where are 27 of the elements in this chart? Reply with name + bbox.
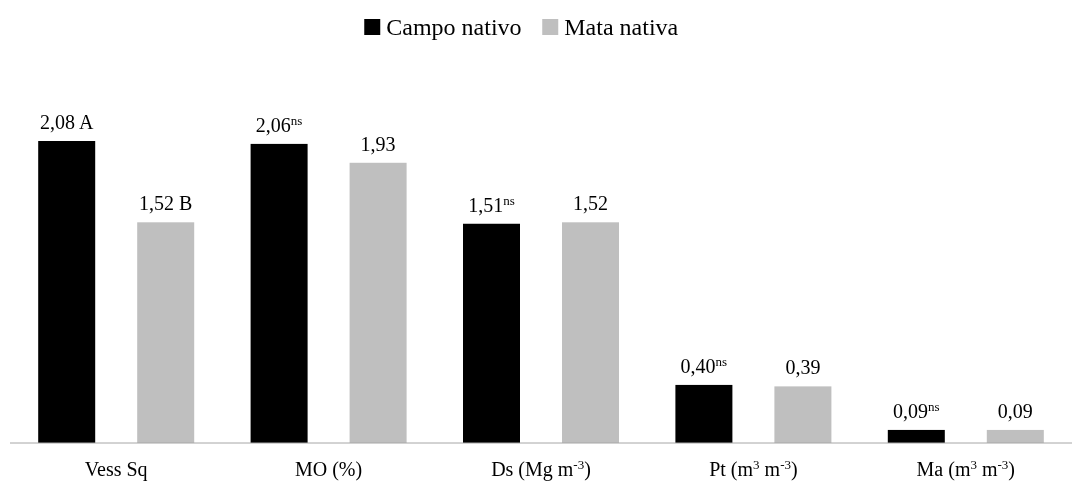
bar	[250, 143, 308, 443]
data-label: 2,08 A	[40, 111, 94, 133]
legend-label: Mata nativa	[564, 14, 679, 40]
x-tick-label: Pt (m$^{3}$ m$^{-3}$)	[709, 456, 798, 481]
bar	[137, 222, 195, 443]
bar	[675, 384, 733, 443]
x-tick-label: MO (%)	[294, 458, 363, 481]
bar	[38, 141, 96, 443]
bar	[986, 429, 1044, 443]
legend-label: Campo nativo	[386, 14, 522, 40]
data-label: 1,52 B	[139, 192, 193, 215]
x-tick-label: Ma (m$^{3}$ m$^{-3}$)	[916, 456, 1016, 481]
bar	[463, 223, 520, 443]
data-label: 0,39	[785, 356, 821, 379]
bar	[887, 429, 945, 443]
data-label: 1,52	[573, 192, 608, 215]
bar	[349, 162, 407, 443]
x-tick-label: Vess Sq	[84, 458, 148, 481]
data-label: 0,09	[997, 399, 1033, 422]
data-label: 2,06$^{ns}$	[255, 112, 303, 136]
x-tick-label: Ds (Mg m$^{-3}$)	[491, 456, 591, 481]
data-label: 0,09$^{ns}$	[893, 398, 940, 422]
data-label: 1,93	[360, 132, 396, 155]
bar	[774, 386, 832, 443]
bar	[562, 222, 619, 443]
data-label: 0,40$^{ns}$	[680, 353, 728, 377]
data-label: 1,51$^{ns}$	[468, 192, 515, 216]
